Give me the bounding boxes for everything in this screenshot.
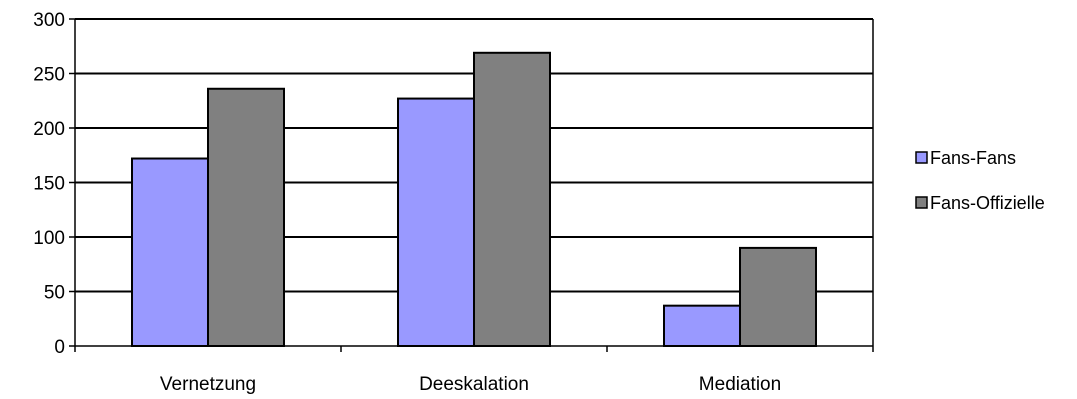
x-tick-labels: Vernetzung Deeskalation Mediation [160, 374, 781, 395]
bars [131, 51, 817, 348]
axes [69, 18, 874, 352]
y-tick-labels: 0 50 100 150 200 250 300 [33, 10, 65, 358]
legend: Fans-Fans Fans-Offizielle [915, 148, 1045, 213]
category-label-mediation: Mediation [699, 374, 781, 394]
y-tick-label-300: 300 [33, 10, 65, 31]
y-tick-label-0: 0 [54, 337, 65, 358]
category-label-vernetzung: Vernetzung [160, 374, 256, 394]
bar-mediation-fans-offizielle [739, 246, 817, 347]
bar-deeskalation-fans-offizielle [473, 51, 551, 347]
y-tick-label-100: 100 [33, 228, 65, 249]
legend-swatch-fans-fans [915, 151, 928, 164]
y-tick-label-200: 200 [33, 119, 65, 140]
legend-label-fans-offizielle: Fans-Offizielle [930, 193, 1045, 213]
bar-mediation-fans-fans [663, 304, 741, 348]
y-tick-label-50: 50 [44, 283, 65, 304]
y-tick-label-150: 150 [33, 174, 65, 195]
y-tick-label-250: 250 [33, 65, 65, 86]
legend-swatch-fans-offizielle [915, 196, 928, 209]
category-label-deeskalation: Deeskalation [419, 374, 529, 394]
bar-deeskalation-fans-fans [397, 97, 475, 347]
legend-label-fans-fans: Fans-Fans [930, 148, 1016, 168]
bar-vernetzung-fans-offizielle [207, 87, 285, 347]
bar-vernetzung-fans-fans [131, 157, 209, 347]
